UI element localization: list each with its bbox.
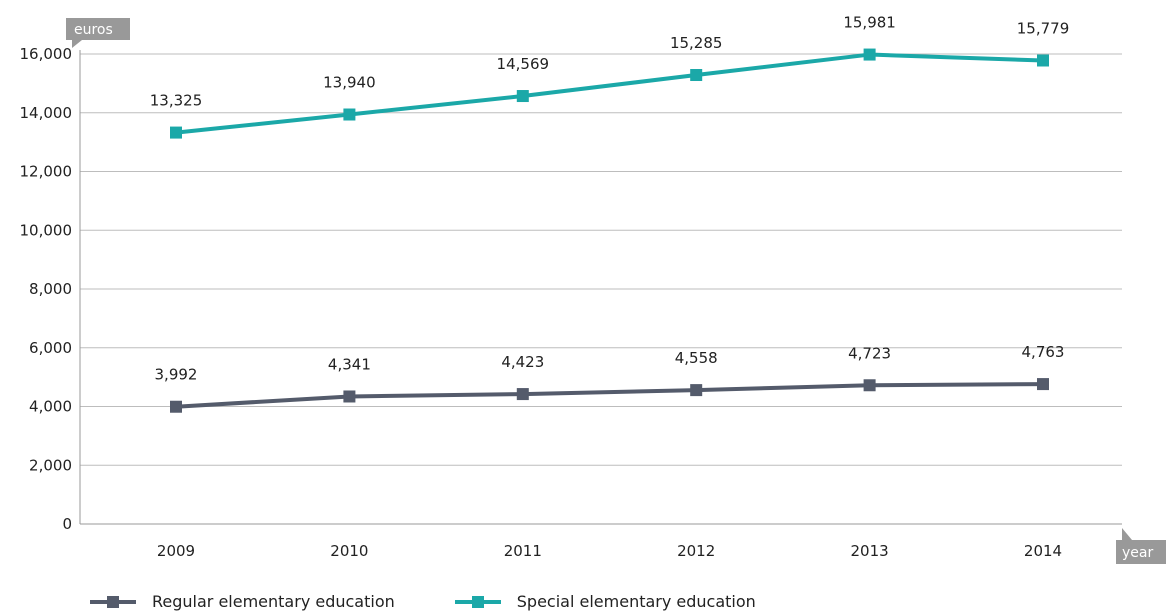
data-label: 4,763 xyxy=(1022,343,1065,361)
data-label: 14,569 xyxy=(497,55,550,73)
legend: Regular elementary education Special ele… xyxy=(90,592,816,611)
data-point xyxy=(516,388,529,401)
data-label: 4,341 xyxy=(328,355,371,373)
data-label: 4,723 xyxy=(848,344,891,362)
data-label: 13,325 xyxy=(150,92,203,110)
x-tick-label: 2012 xyxy=(677,542,715,560)
x-tick-label: 2013 xyxy=(851,542,889,560)
data-point xyxy=(690,69,703,82)
legend-item-special: Special elementary education xyxy=(454,592,756,611)
data-point xyxy=(343,108,356,121)
data-label: 15,981 xyxy=(843,14,896,32)
data-label: 13,940 xyxy=(323,74,376,92)
data-point xyxy=(863,48,876,61)
y-tick-label: 8,000 xyxy=(29,280,72,298)
data-label: 15,285 xyxy=(670,34,723,52)
y-axis-unit-tag: euros xyxy=(66,18,130,48)
y-tick-label: 12,000 xyxy=(20,163,73,181)
legend-label-special: Special elementary education xyxy=(516,592,756,611)
legend-item-regular: Regular elementary education xyxy=(90,592,395,611)
y-tick-label: 0 xyxy=(62,515,72,533)
data-point xyxy=(170,400,182,413)
data-point xyxy=(170,126,182,139)
series-special: 13,325 13,940 14,569 15,285 15,981 15,779 xyxy=(150,14,1070,139)
series-line xyxy=(175,382,1044,409)
x-tick-label: 2014 xyxy=(1024,542,1062,560)
y-tick-label: 16,000 xyxy=(20,45,73,63)
x-tick-label: 2010 xyxy=(330,542,368,560)
data-label: 4,423 xyxy=(501,353,544,371)
data-label: 3,992 xyxy=(155,366,198,384)
y-tick-label: 14,000 xyxy=(20,104,73,122)
y-axis-unit-label: euros xyxy=(74,22,113,38)
gridlines xyxy=(79,50,1122,525)
data-label: 15,779 xyxy=(1017,19,1070,37)
y-axis-ticks: 0 2,000 4,000 6,000 8,000 10,000 12,000 14,000 1… xyxy=(20,45,73,533)
legend-swatch-special xyxy=(454,595,501,609)
series-layer: 3,992 4,341 4,423 4,558 4,723 4,763 13,325 13,9… xyxy=(150,14,1070,413)
series-regular: 3,992 4,341 4,423 4,558 4,723 4,763 xyxy=(155,343,1065,413)
data-point xyxy=(1037,378,1049,391)
x-axis-unit-label: year xyxy=(1122,545,1153,561)
series-line xyxy=(175,52,1044,135)
y-tick-label: 2,000 xyxy=(29,456,72,474)
x-axis-unit-tag: year xyxy=(1116,528,1166,564)
data-point xyxy=(863,379,876,392)
data-point xyxy=(516,90,529,103)
data-label: 4,558 xyxy=(675,349,718,367)
legend-swatch-regular xyxy=(90,595,136,609)
data-point xyxy=(343,390,356,403)
data-point xyxy=(1037,54,1049,67)
x-axis-ticks: 2009 2010 2011 2012 2013 2014 xyxy=(157,542,1062,560)
data-point xyxy=(690,384,703,397)
y-tick-label: 4,000 xyxy=(29,398,72,416)
x-tick-label: 2009 xyxy=(157,542,195,560)
legend-label-regular: Regular elementary education xyxy=(152,592,395,611)
x-tick-label: 2011 xyxy=(504,542,542,560)
y-tick-label: 6,000 xyxy=(29,339,72,357)
y-tick-label: 10,000 xyxy=(20,221,73,239)
